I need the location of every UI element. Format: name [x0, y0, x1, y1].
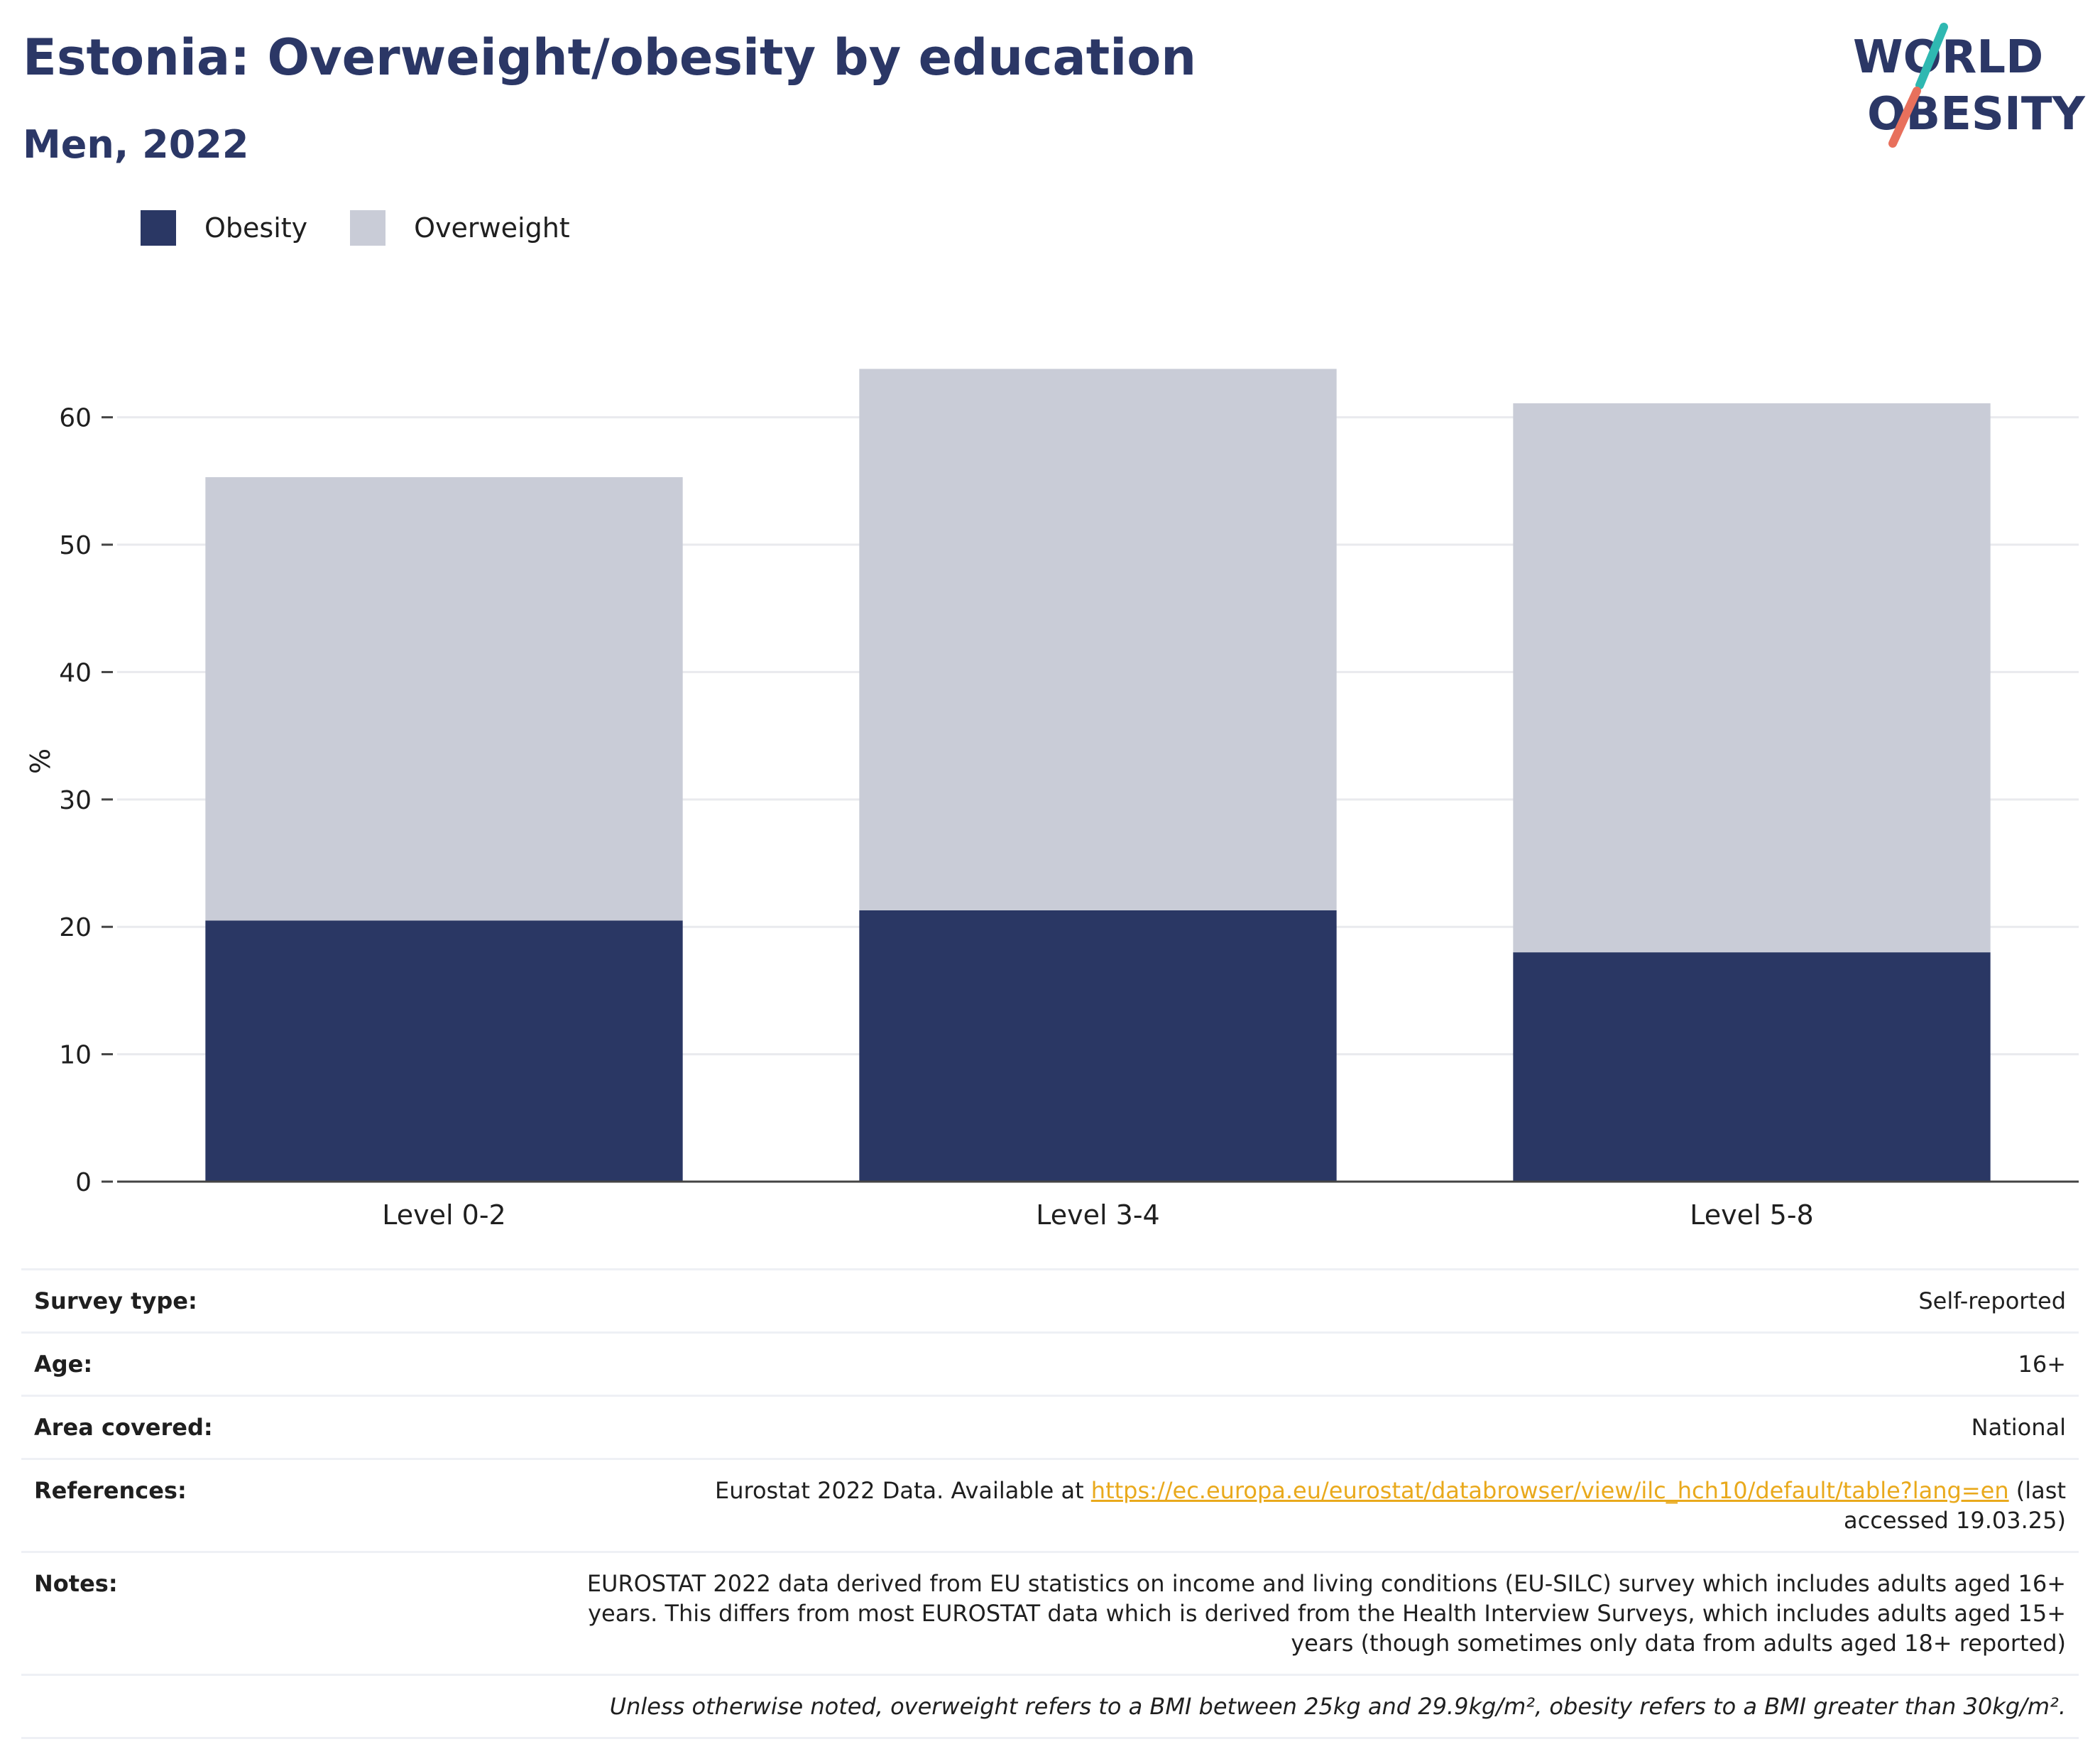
bar-overweight-3[interactable]: [1513, 403, 1991, 953]
y-tick-label: 0: [75, 1168, 92, 1197]
x-tick-label: Level 0-2: [382, 1199, 505, 1231]
chart-legend: Obesity Overweight: [141, 210, 613, 246]
legend-label-obesity: Obesity: [204, 212, 308, 244]
meta-label: Notes:: [34, 1570, 118, 1597]
meta-row-survey-type: Survey type: Self-reported: [21, 1268, 2079, 1331]
y-axis-label: %: [25, 748, 56, 774]
logo-slash-teal: [1915, 23, 1948, 89]
bar-overweight-1[interactable]: [205, 476, 683, 921]
meta-label: Survey type:: [34, 1287, 197, 1314]
legend-label-overweight: Overweight: [414, 212, 570, 244]
references-prefix: Eurostat 2022 Data. Available at: [715, 1477, 1091, 1504]
y-tick-label: 20: [59, 913, 92, 942]
meta-row-references: References: Eurostat 2022 Data. Availabl…: [21, 1458, 2079, 1551]
y-tick-label: 60: [59, 404, 92, 433]
meta-label: References:: [34, 1477, 187, 1504]
bar-overweight-2[interactable]: [859, 369, 1337, 910]
x-tick-label: Level 5-8: [1690, 1199, 1813, 1231]
logo-slash-coral: [1888, 87, 1921, 148]
references-link[interactable]: https://ec.europa.eu/eurostat/databrowse…: [1090, 1477, 2009, 1504]
legend-swatch-obesity: [141, 210, 176, 246]
chart-title: Estonia: Overweight/obesity by education: [23, 28, 1197, 87]
meta-row-age: Age: 16+: [21, 1331, 2079, 1395]
stacked-bar-chart: 0 10 20 30 40 50 60 Level 0-2 Level 3-4 Level 5-…: [25, 369, 2079, 1231]
y-tick-label: 40: [59, 658, 92, 687]
metadata-table: Survey type: Self-reported Age: 16+ Area…: [21, 1268, 2079, 1739]
legend-swatch-overweight: [350, 210, 386, 246]
x-axis-ticks: Level 0-2 Level 3-4 Level 5-8: [382, 1199, 1813, 1231]
bar-obesity-3[interactable]: [1513, 952, 1991, 1182]
bar-obesity-2[interactable]: [859, 910, 1337, 1182]
meta-value: Eurostat 2022 Data. Available at https:/…: [646, 1476, 2066, 1535]
world-obesity-logo: WORLD OBESITY: [1853, 23, 2085, 148]
meta-footnote: Unless otherwise noted, overweight refer…: [609, 1693, 2066, 1720]
legend-item-obesity[interactable]: Obesity: [141, 210, 307, 246]
bars: [205, 369, 1991, 1182]
legend-item-overweight[interactable]: Overweight: [350, 210, 570, 246]
meta-value: 16+: [2018, 1351, 2066, 1378]
meta-label: Area covered:: [34, 1414, 213, 1441]
meta-value: EUROSTAT 2022 data derived from EU stati…: [586, 1570, 2066, 1657]
meta-value: National: [1971, 1414, 2066, 1441]
y-tick-label: 50: [59, 531, 92, 560]
meta-row-area: Area covered: National: [21, 1395, 2079, 1458]
chart-subtitle: Men, 2022: [23, 122, 249, 167]
bar-obesity-1[interactable]: [205, 920, 683, 1182]
meta-label: Age:: [34, 1351, 93, 1378]
y-tick-label: 30: [59, 786, 92, 815]
meta-row-footnote: Unless otherwise noted, overweight refer…: [21, 1674, 2079, 1739]
y-axis-ticks: 0 10 20 30 40 50 60: [59, 404, 113, 1197]
references-suffix: (last accessed 19.03.25): [1844, 1477, 2066, 1534]
x-tick-label: Level 3-4: [1036, 1199, 1159, 1231]
meta-value: Self-reported: [1918, 1287, 2066, 1314]
logo-line1: WORLD: [1853, 31, 2043, 84]
y-tick-label: 10: [59, 1041, 92, 1070]
meta-row-notes: Notes: EUROSTAT 2022 data derived from E…: [21, 1551, 2079, 1674]
